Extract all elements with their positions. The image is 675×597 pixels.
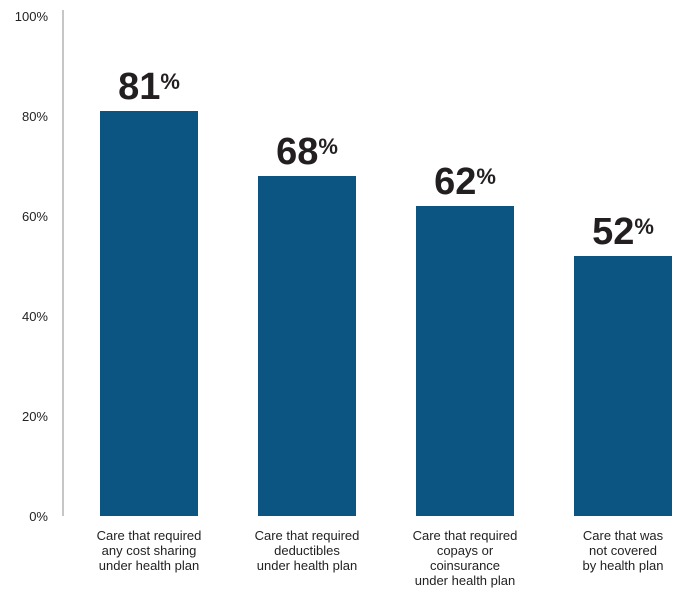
y-tick-label: 20%	[22, 409, 48, 424]
category-label: Care that required any cost sharing under …	[97, 528, 202, 573]
y-tick-label: 100%	[15, 9, 49, 24]
bar	[574, 256, 672, 516]
bar-value-label: 62%	[434, 161, 496, 203]
category-label: Care that required deductibles under healt…	[255, 528, 360, 573]
category-labels: Care that required any cost sharing under …	[97, 528, 664, 588]
bar	[258, 176, 356, 516]
bar	[100, 111, 198, 516]
bars	[100, 111, 672, 516]
bar-value-label: 52%	[592, 211, 654, 253]
category-label: Care that was not covered by health plan	[583, 528, 664, 573]
value-labels: 81% 68% 62% 52%	[118, 66, 654, 253]
y-axis-ticks: 0% 20% 40% 60% 80% 100%	[15, 9, 49, 524]
bar	[416, 206, 514, 516]
bar-value-label: 68%	[276, 131, 338, 173]
y-tick-label: 80%	[22, 109, 48, 124]
bar-value-label: 81%	[118, 66, 180, 108]
y-tick-label: 0%	[29, 509, 48, 524]
y-tick-label: 40%	[22, 309, 48, 324]
y-tick-label: 60%	[22, 209, 48, 224]
category-label: Care that required copays or coinsurance un…	[413, 528, 518, 588]
